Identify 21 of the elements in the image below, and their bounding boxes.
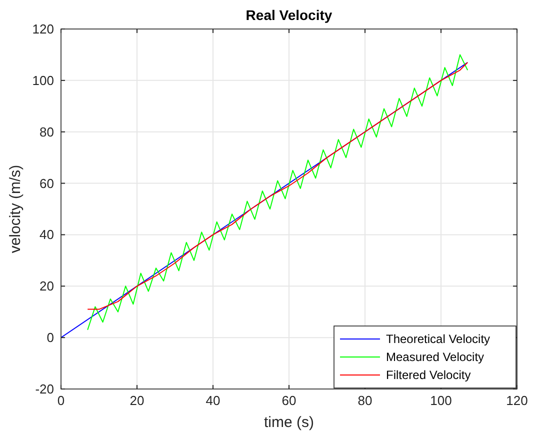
x-tick-label: 120 [506, 393, 528, 408]
y-tick-label: 20 [40, 278, 54, 294]
chart-title: Real Velocity [246, 7, 332, 23]
x-tick-label: 80 [358, 393, 372, 408]
legend-label: Measured Velocity [386, 350, 484, 364]
x-tick-label: 60 [282, 393, 296, 408]
y-tick-label: 120 [32, 22, 54, 36]
legend-label: Filtered Velocity [386, 368, 471, 382]
x-tick-label: 40 [206, 393, 220, 408]
y-tick-label: 100 [32, 72, 54, 88]
y-tick-label: 80 [40, 124, 54, 140]
y-tick-label: -20 [35, 382, 54, 396]
y-tick-label: 0 [46, 330, 54, 346]
legend-label: Theoretical Velocity [386, 332, 490, 346]
x-tick-label: 100 [430, 393, 452, 408]
x-axis-title: time (s) [264, 414, 314, 431]
x-tick-label: 20 [130, 393, 144, 408]
y-axis-title: velocity (m/s) [7, 164, 24, 254]
x-tick-label: 0 [57, 393, 65, 408]
y-tick-label: 60 [40, 176, 54, 191]
y-tick-label: 40 [40, 227, 54, 242]
